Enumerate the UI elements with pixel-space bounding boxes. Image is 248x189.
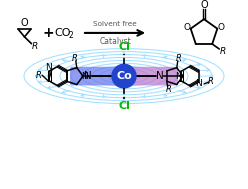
Text: N: N (196, 79, 202, 88)
Text: Co: Co (116, 71, 132, 81)
Text: R: R (220, 47, 226, 56)
Text: R: R (166, 85, 172, 94)
Text: N: N (46, 63, 52, 72)
Text: N: N (176, 72, 182, 81)
FancyBboxPatch shape (70, 67, 126, 85)
Text: N: N (82, 72, 88, 81)
Text: Cl: Cl (118, 42, 130, 52)
Text: R: R (36, 71, 42, 80)
Text: R: R (176, 54, 182, 63)
Text: O: O (200, 0, 208, 10)
Text: R: R (208, 77, 214, 85)
Text: R: R (72, 54, 78, 63)
Text: 2: 2 (69, 31, 73, 40)
Text: Solvent free: Solvent free (93, 21, 137, 27)
Text: Catalyst: Catalyst (99, 37, 131, 46)
Text: O: O (21, 18, 28, 28)
Text: N: N (156, 71, 164, 81)
Text: +: + (42, 26, 54, 40)
Circle shape (112, 64, 136, 88)
Text: CO: CO (55, 28, 71, 38)
Text: O: O (183, 23, 190, 32)
Text: O: O (218, 23, 225, 32)
FancyBboxPatch shape (122, 67, 178, 85)
Text: R: R (31, 42, 38, 51)
Text: Cl: Cl (118, 101, 130, 111)
Text: N: N (84, 71, 92, 81)
